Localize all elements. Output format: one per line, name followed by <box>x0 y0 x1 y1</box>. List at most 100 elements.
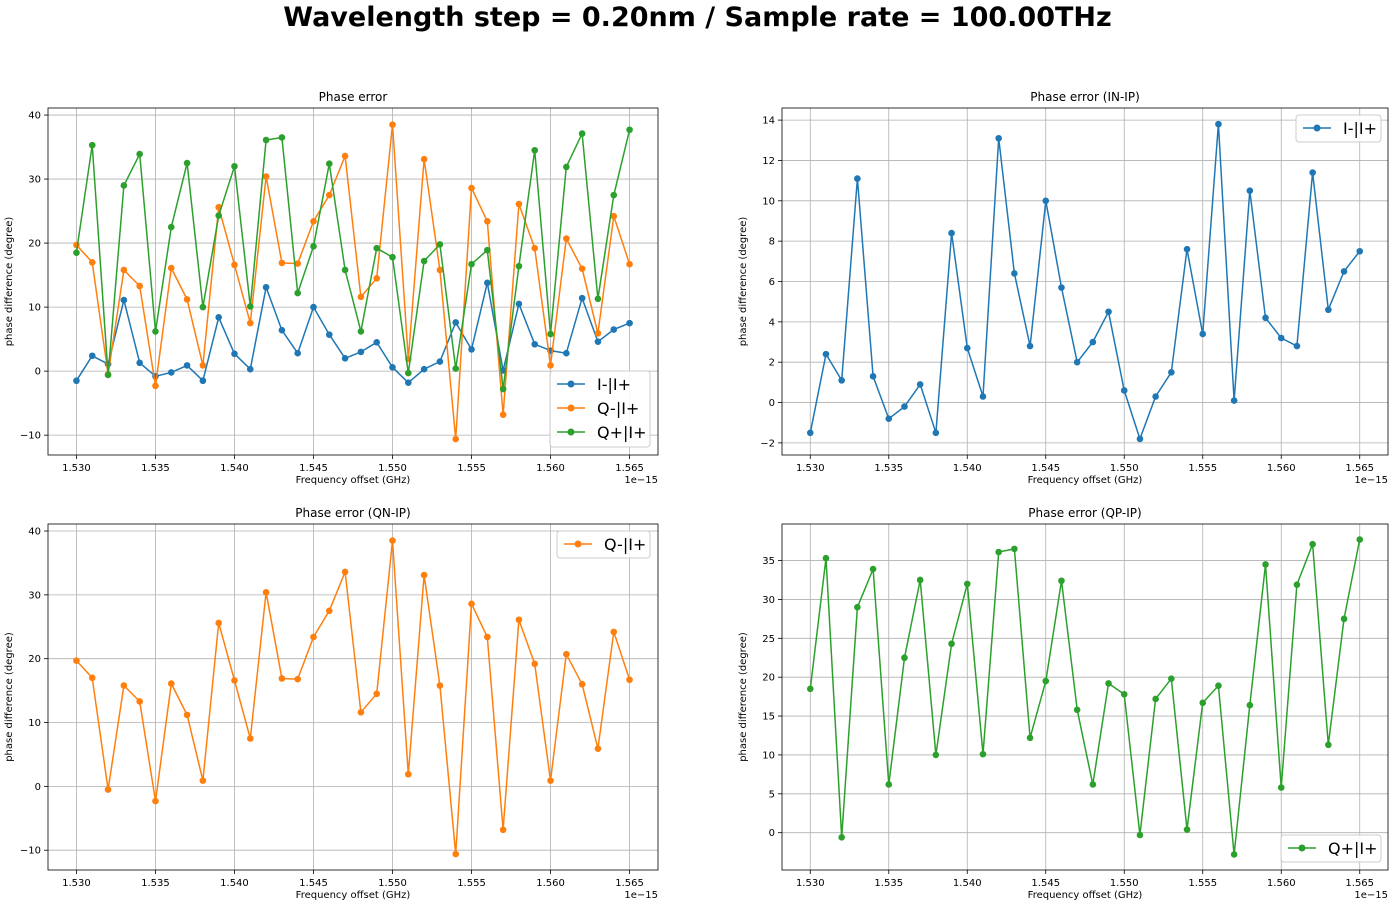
data-point <box>278 326 286 334</box>
y-tick-label: 10 <box>28 303 41 314</box>
data-point <box>278 134 286 141</box>
data-point <box>1246 187 1254 195</box>
y-tick-label: 10 <box>762 750 775 761</box>
data-point <box>389 121 396 128</box>
data-point <box>262 136 270 144</box>
x-tick-label: 1.565 <box>615 463 644 474</box>
data-point <box>452 365 460 372</box>
axes-frame <box>781 523 1389 871</box>
data-point <box>262 589 270 596</box>
data-point <box>468 346 475 353</box>
y-axis-label: phase difference (degree) <box>4 632 15 762</box>
data-point <box>452 435 460 443</box>
data-point <box>215 619 222 627</box>
data-point <box>341 355 349 362</box>
data-point <box>1325 306 1332 314</box>
data-point <box>73 657 80 664</box>
data-point <box>547 777 554 784</box>
data-point <box>341 568 349 576</box>
data-point <box>531 244 539 252</box>
x-tick-label: 1.545 <box>299 878 328 889</box>
y-tick-label: 0 <box>769 398 775 409</box>
data-point <box>310 633 317 641</box>
x-tick-label: 1.535 <box>874 878 903 889</box>
legend-label: I-|I+ <box>597 375 631 394</box>
data-point <box>1105 308 1112 316</box>
data-point <box>389 537 396 544</box>
x-offset-label: 1e−15 <box>1354 890 1388 901</box>
data-point <box>1199 699 1207 707</box>
data-point <box>1089 338 1097 346</box>
data-point <box>325 607 333 615</box>
data-point <box>120 682 128 689</box>
y-tick-label: 20 <box>28 654 41 665</box>
data-point <box>594 338 602 345</box>
data-point <box>499 826 507 834</box>
data-point <box>1230 851 1238 858</box>
data-point <box>294 349 301 357</box>
data-point <box>167 223 175 231</box>
legend-marker <box>567 404 575 412</box>
data-point <box>1073 706 1081 714</box>
data-point <box>499 411 507 418</box>
x-tick-label: 1.560 <box>1267 878 1296 889</box>
x-tick-label: 1.535 <box>874 463 903 474</box>
subplot-title: Phase error <box>319 90 388 104</box>
x-tick-label: 1.550 <box>1110 878 1139 889</box>
x-tick-label: 1.535 <box>141 878 170 889</box>
y-tick-label: 30 <box>28 175 41 186</box>
data-point <box>484 279 491 287</box>
x-axis-label: Frequency offset (GHz) <box>1028 475 1143 486</box>
x-tick-label: 1.540 <box>953 878 982 889</box>
data-point <box>1183 245 1191 253</box>
x-tick-label: 1.545 <box>1031 463 1060 474</box>
data-point <box>183 362 191 369</box>
data-point <box>854 175 861 182</box>
data-point <box>420 257 428 265</box>
legend-frame <box>1280 834 1382 863</box>
data-point <box>1277 334 1285 342</box>
x-tick-label: 1.565 <box>615 878 644 889</box>
x-tick-label: 1.540 <box>220 878 249 889</box>
data-point <box>1199 330 1207 338</box>
data-point <box>563 163 570 171</box>
data-point <box>357 293 365 301</box>
data-point <box>1215 682 1222 690</box>
y-tick-label: 4 <box>769 317 775 328</box>
data-point <box>246 319 254 327</box>
data-point <box>373 690 381 698</box>
legend: Q+|I+ <box>1280 834 1382 863</box>
data-point <box>278 259 286 267</box>
data-point <box>838 377 845 384</box>
data-point <box>822 350 830 358</box>
data-point <box>578 294 586 302</box>
data-point <box>262 173 270 180</box>
data-point <box>278 675 286 682</box>
data-point <box>563 235 570 242</box>
data-point <box>199 377 207 385</box>
data-point <box>1136 831 1144 839</box>
data-point <box>199 777 207 784</box>
data-point <box>1058 284 1065 291</box>
y-tick-label: 0 <box>35 782 41 793</box>
legend-frame <box>549 370 651 448</box>
data-point <box>373 274 381 282</box>
data-point <box>88 352 96 360</box>
data-point <box>183 159 191 167</box>
y-tick-label: 10 <box>762 196 775 207</box>
x-tick-label: 1.555 <box>1188 878 1217 889</box>
data-point <box>610 212 618 220</box>
data-point <box>1309 540 1316 548</box>
y-tick-label: 5 <box>769 789 775 800</box>
data-point <box>183 296 191 303</box>
data-point <box>499 385 507 393</box>
legend: Q-|I+ <box>556 530 651 559</box>
data-point <box>838 834 845 841</box>
legend-marker <box>567 428 575 436</box>
data-point <box>626 676 633 684</box>
axes-frame <box>47 107 659 456</box>
data-point <box>979 393 987 400</box>
data-point <box>1089 781 1097 788</box>
y-tick-label: 15 <box>762 712 775 723</box>
